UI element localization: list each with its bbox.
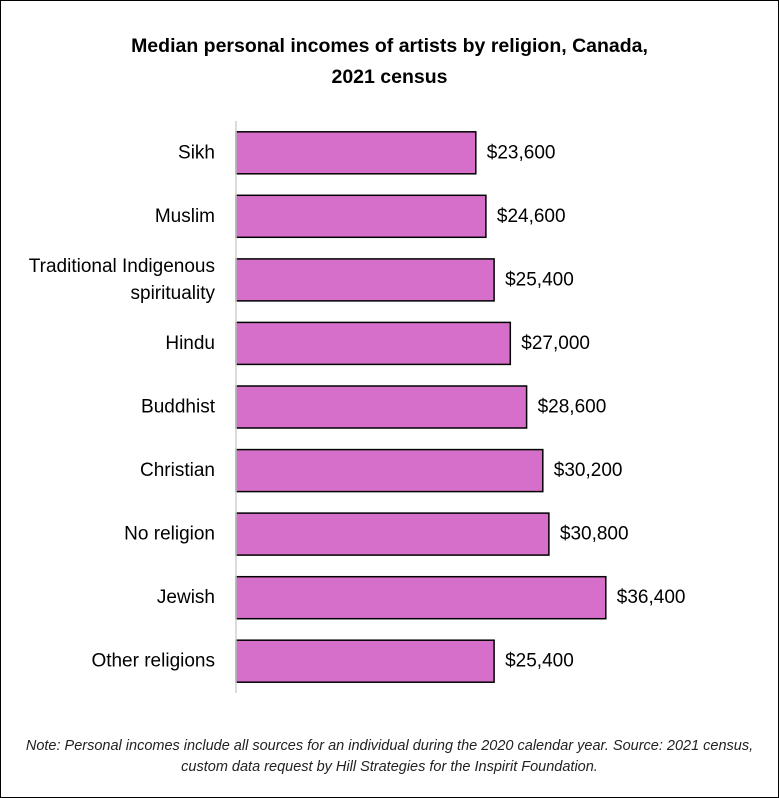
bar — [235, 385, 528, 429]
bar — [235, 575, 607, 620]
data-label: $25,400 — [505, 651, 574, 672]
category-label: Other religions — [91, 651, 215, 672]
bar — [235, 194, 487, 239]
category-label: spirituality — [131, 283, 216, 304]
data-label: $23,600 — [487, 142, 556, 163]
data-label: $36,400 — [617, 587, 686, 608]
category-label: Christian — [140, 460, 215, 481]
bar — [235, 131, 477, 175]
category-label: Buddhist — [141, 397, 216, 418]
data-label: $30,200 — [554, 460, 623, 481]
category-label: Sikh — [178, 142, 215, 163]
bar — [235, 512, 550, 556]
bar — [235, 448, 544, 493]
category-label: No religion — [124, 524, 215, 545]
data-label: $28,600 — [538, 397, 607, 418]
bar — [235, 258, 495, 302]
data-label: $27,000 — [521, 333, 590, 354]
data-label: $25,400 — [505, 269, 574, 290]
data-label: $24,600 — [497, 206, 566, 227]
category-label: Muslim — [155, 206, 215, 227]
bar — [235, 639, 495, 683]
chart-title-line-1: Median personal incomes of artists by re… — [131, 35, 648, 57]
chart-title: Median personal incomes of artists by re… — [1, 31, 778, 93]
data-label: $30,800 — [560, 524, 629, 545]
chart-title-line-2: 2021 census — [331, 66, 448, 88]
category-label: Jewish — [157, 587, 215, 608]
category-label: Hindu — [165, 333, 215, 354]
bar — [235, 321, 512, 366]
category-label: Traditional Indigenous — [29, 256, 215, 277]
chart-note: Note: Personal incomes include all sourc… — [25, 738, 754, 775]
